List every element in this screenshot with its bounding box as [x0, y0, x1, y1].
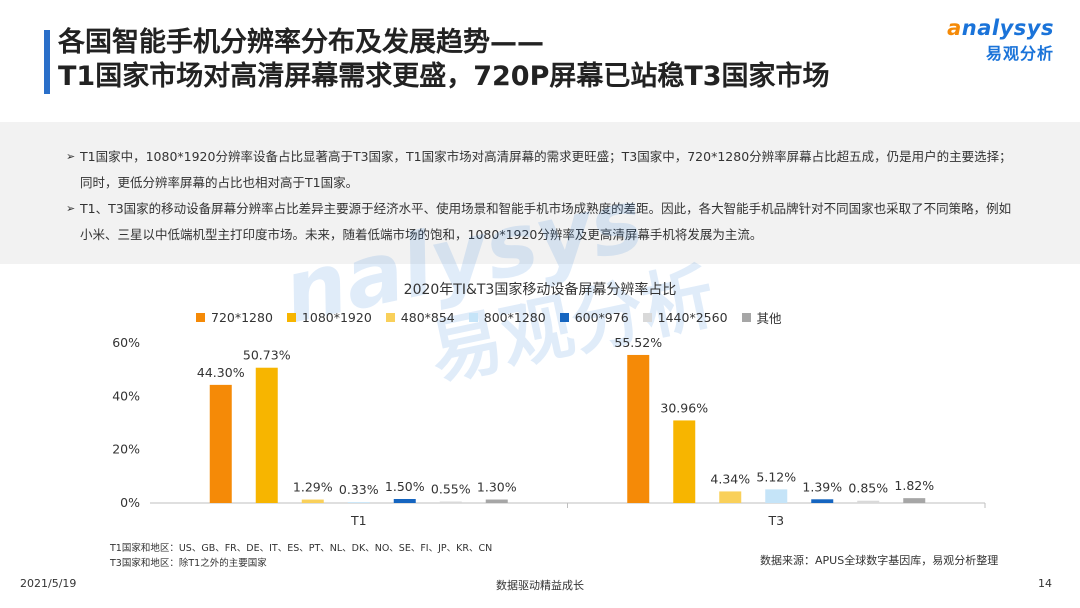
- legend-item-7: 其他: [741, 308, 782, 327]
- logo-text-cn: 易观分析: [985, 44, 1054, 63]
- data-label: 0.55%: [431, 482, 471, 497]
- legend-label: 1080*1920: [301, 310, 372, 325]
- bar-t3-1: [627, 354, 650, 503]
- legend-label: 480*854: [400, 310, 455, 325]
- legend-item-4: 800*1280: [468, 310, 546, 325]
- data-label: 4.34%: [710, 471, 750, 486]
- data-label: 1.39%: [802, 479, 842, 494]
- data-label: 30.96%: [660, 400, 708, 415]
- data-label: 5.12%: [756, 469, 796, 484]
- legend-label: 800*1280: [483, 310, 546, 325]
- data-label: 0.33%: [339, 482, 379, 497]
- footer-date: 2021/5/19: [20, 577, 77, 590]
- summary-bullet-1: T1国家中，1080*1920分辨率设备占比显著高于T3国家，T1国家市场对高清…: [66, 144, 1020, 196]
- t3-countries-note: T3国家和地区：除T1之外的主要国家: [110, 558, 267, 569]
- logo-text-en: analysys: [947, 16, 1054, 40]
- legend-label: 其他: [756, 311, 782, 326]
- page-title-line2: T1国家市场对高清屏幕需求更盛，720P屏幕已站稳T3国家市场: [58, 61, 830, 92]
- bar-t3-6: [857, 500, 880, 503]
- page-title-line1: 各国智能手机分辨率分布及发展趋势——: [58, 27, 544, 58]
- y-tick-label: 60%: [112, 335, 140, 350]
- bar-t1-1: [209, 384, 232, 503]
- bar-t1-4: [347, 502, 370, 503]
- legend-swatch: [468, 313, 478, 322]
- data-label: 44.30%: [197, 365, 245, 380]
- legend-item-3: 480*854: [385, 310, 455, 325]
- summary-panel: T1国家中，1080*1920分辨率设备占比显著高于T3国家，T1国家市场对高清…: [0, 122, 1080, 264]
- bar-t1-6: [439, 501, 462, 503]
- legend-label: 600*976: [574, 310, 629, 325]
- legend-swatch: [385, 313, 395, 322]
- legend-swatch: [196, 313, 205, 322]
- page-number: 14: [1038, 577, 1052, 590]
- summary-bullet-2: T1、T3国家的移动设备屏幕分辨率占比差异主要源于经济水平、使用场景和智能手机市…: [66, 196, 1020, 248]
- y-tick-label: 0%: [120, 495, 140, 510]
- bar-t3-2: [673, 420, 696, 503]
- x-category-label: T3: [767, 513, 784, 528]
- data-label: 50.73%: [243, 348, 291, 363]
- legend-swatch: [286, 313, 296, 322]
- chart-legend: 720*1280 1080*1920 480*854 800*1280 600*976 1…: [196, 308, 782, 327]
- legend-swatch: [741, 313, 751, 322]
- legend-swatch: [559, 313, 569, 322]
- bar-t1-2: [255, 367, 278, 503]
- analysys-logo: analysys 易观分析: [947, 16, 1054, 64]
- legend-item-1: 720*1280: [196, 310, 273, 325]
- legend-item-5: 600*976: [559, 310, 629, 325]
- data-source: 数据来源：APUS全球数字基因库，易观分析整理: [760, 554, 999, 567]
- data-label: 1.30%: [477, 480, 517, 495]
- summary-list: T1国家中，1080*1920分辨率设备占比显著高于T3国家，T1国家市场对高清…: [0, 122, 1080, 248]
- chart-title: 2020年TI&T3国家移动设备屏幕分辨率占比: [403, 282, 677, 298]
- bar-t3-7: [903, 498, 926, 503]
- bar-t1-7: [485, 499, 508, 503]
- legend-item-6: 1440*2560: [642, 310, 728, 325]
- bar-t1-5: [393, 499, 416, 503]
- legend-item-2: 1080*1920: [286, 310, 372, 325]
- y-tick-label: 40%: [112, 388, 140, 403]
- data-label: 55.52%: [614, 335, 662, 350]
- page-title: 各国智能手机分辨率分布及发展趋势—— T1国家市场对高清屏幕需求更盛，720P屏…: [58, 26, 830, 94]
- y-tick-label: 20%: [112, 442, 140, 457]
- legend-swatch: [642, 313, 652, 322]
- data-label: 1.29%: [293, 480, 333, 495]
- data-label: 1.50%: [385, 479, 425, 494]
- data-label: 1.82%: [894, 478, 934, 493]
- data-label: 0.85%: [848, 481, 888, 496]
- bar-t1-3: [301, 499, 324, 503]
- t1-countries-note: T1国家和地区：US、GB、FR、DE、IT、ES、PT、NL、DK、NO、SE…: [110, 543, 493, 554]
- bar-t3-4: [765, 489, 788, 503]
- bar-t3-5: [811, 499, 834, 503]
- bar-t3-3: [719, 491, 742, 503]
- title-accent-bar: [44, 30, 50, 94]
- x-category-label: T1: [350, 513, 367, 528]
- legend-label: 1440*2560: [657, 310, 728, 325]
- footer-slogan: 数据驱动精益成长: [496, 579, 584, 592]
- legend-label: 720*1280: [211, 310, 273, 325]
